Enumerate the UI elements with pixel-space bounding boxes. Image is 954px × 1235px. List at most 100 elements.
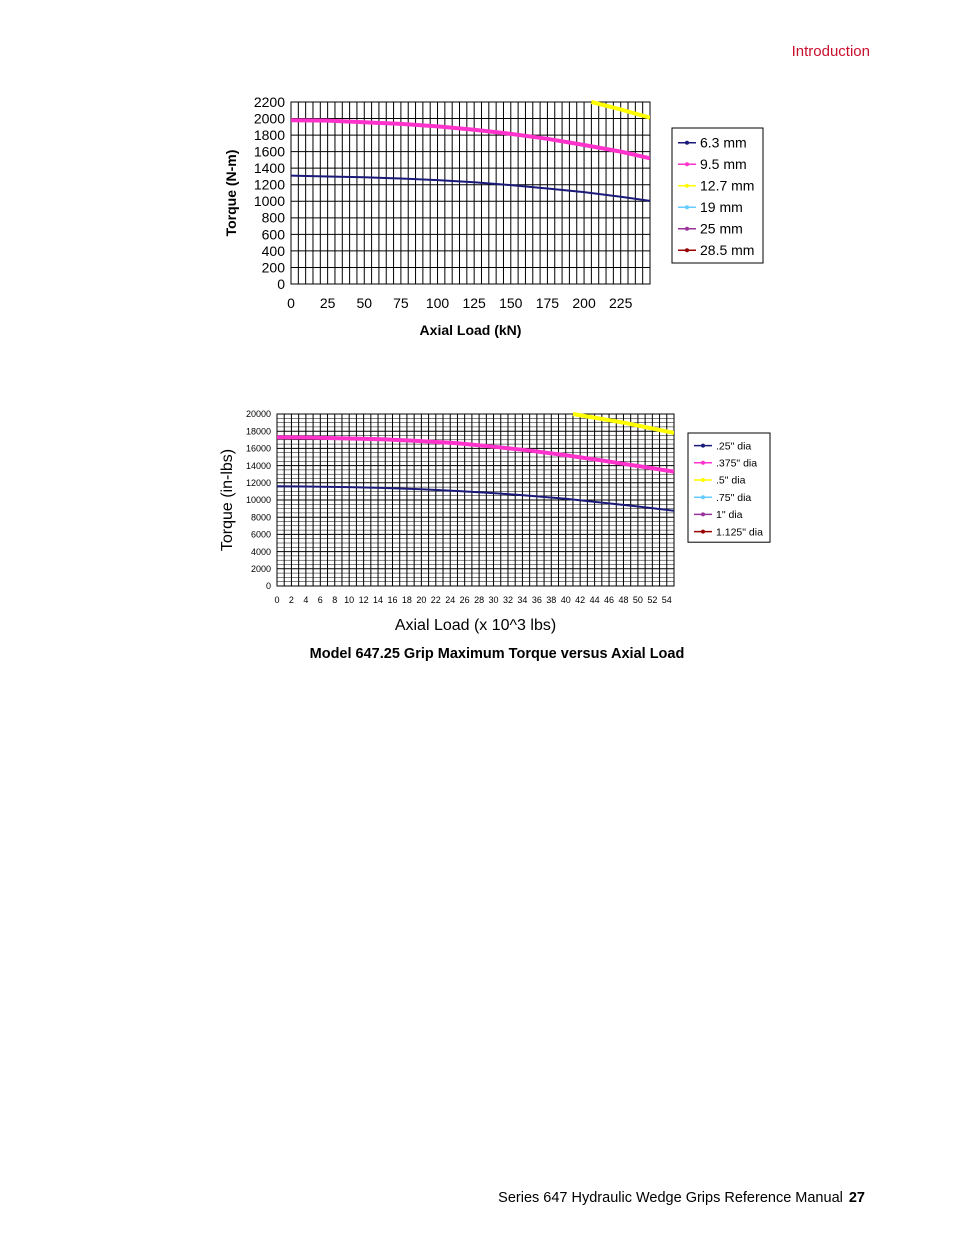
legend-label: 28.5 mm bbox=[700, 242, 754, 258]
x-tick-label: 175 bbox=[536, 295, 560, 311]
legend-marker bbox=[701, 478, 705, 482]
x-tick-label: 38 bbox=[546, 595, 556, 605]
y-tick-label: 600 bbox=[262, 226, 286, 242]
y-tick-label: 400 bbox=[262, 243, 286, 259]
legend-label: .75" dia bbox=[716, 492, 751, 504]
y-tick-label: 12000 bbox=[246, 478, 271, 488]
x-tick-label: 40 bbox=[561, 595, 571, 605]
legend-marker bbox=[685, 226, 689, 231]
legend: .25" dia .375" dia .5" dia .75" dia 1" dia 1.… bbox=[687, 432, 771, 543]
y-tick-label: 4000 bbox=[251, 547, 271, 557]
x-tick-label: 125 bbox=[462, 295, 486, 311]
x-tick-label: 0 bbox=[287, 295, 295, 311]
series-line bbox=[572, 412, 674, 435]
y-tick-label: 14000 bbox=[246, 461, 271, 471]
figure-caption: Model 647.25 Grip Maximum Torque versus … bbox=[309, 646, 685, 662]
x-tick-label: 32 bbox=[503, 595, 513, 605]
legend-label: 12.7 mm bbox=[700, 178, 754, 194]
x-tick-label: 8 bbox=[332, 595, 337, 605]
y-axis-title: Torque (N-m) bbox=[223, 150, 239, 237]
legend-marker bbox=[685, 248, 689, 253]
page-footer: Series 647 Hydraulic Wedge Grips Referen… bbox=[498, 1190, 865, 1206]
torque-chart-imperial: 0200040006000800010000120001400016000180… bbox=[219, 409, 771, 634]
series-line bbox=[590, 100, 650, 120]
legend-marker bbox=[701, 443, 705, 448]
x-tick-label: 12 bbox=[359, 595, 369, 605]
y-tick-label: 1800 bbox=[254, 127, 285, 143]
x-tick-label: 18 bbox=[402, 595, 412, 605]
x-tick-label: 34 bbox=[517, 595, 527, 605]
legend-marker bbox=[685, 183, 689, 188]
legend-label: 19 mm bbox=[700, 199, 743, 215]
x-axis-title: Axial Load (kN) bbox=[420, 322, 522, 338]
y-tick-label: 8000 bbox=[251, 512, 271, 522]
y-tick-label: 1600 bbox=[254, 144, 285, 160]
x-tick-label: 0 bbox=[274, 595, 279, 605]
y-tick-label: 2200 bbox=[254, 94, 285, 110]
y-tick-label: 20000 bbox=[246, 409, 271, 419]
x-tick-label: 22 bbox=[431, 595, 441, 605]
x-tick-label: 28 bbox=[474, 595, 484, 605]
x-tick-label: 42 bbox=[575, 595, 585, 605]
y-tick-label: 1200 bbox=[254, 177, 285, 193]
legend-marker bbox=[701, 529, 705, 534]
legend-box bbox=[687, 432, 771, 543]
legend-label: 25 mm bbox=[700, 221, 743, 237]
x-tick-label: 75 bbox=[393, 295, 409, 311]
x-tick-label: 50 bbox=[356, 295, 372, 311]
legend-label: 6.3 mm bbox=[700, 135, 747, 151]
series-line bbox=[277, 485, 674, 512]
legend-label: 1" dia bbox=[716, 509, 743, 521]
x-tick-label: 48 bbox=[618, 595, 628, 605]
legend-marker bbox=[701, 460, 705, 465]
y-tick-label: 2000 bbox=[251, 564, 271, 574]
legend-marker bbox=[685, 162, 689, 167]
x-tick-label: 4 bbox=[303, 595, 308, 605]
legend: 6.3 mm 9.5 mm 12.7 mm 19 mm 25 mm 28.5 mm bbox=[671, 127, 764, 264]
x-tick-label: 100 bbox=[426, 295, 450, 311]
x-tick-label: 10 bbox=[344, 595, 354, 605]
legend-marker bbox=[685, 205, 689, 210]
y-tick-label: 200 bbox=[262, 259, 286, 275]
y-tick-label: 1400 bbox=[254, 160, 285, 176]
x-tick-label: 225 bbox=[609, 295, 633, 311]
legend-label: 9.5 mm bbox=[700, 156, 747, 172]
y-tick-label: 0 bbox=[277, 276, 285, 292]
y-tick-label: 16000 bbox=[246, 444, 271, 454]
torque-chart-metric: 0200400600800100012001400160018002000220… bbox=[223, 94, 764, 338]
y-tick-label: 800 bbox=[262, 210, 286, 226]
x-tick-label: 30 bbox=[489, 595, 499, 605]
x-tick-label: 54 bbox=[662, 595, 672, 605]
y-tick-label: 18000 bbox=[246, 426, 271, 436]
x-tick-label: 24 bbox=[445, 595, 455, 605]
series-line bbox=[291, 118, 650, 161]
x-tick-label: 150 bbox=[499, 295, 523, 311]
y-tick-label: 10000 bbox=[246, 495, 271, 505]
legend-label: .375" dia bbox=[716, 457, 757, 469]
series-line bbox=[291, 174, 650, 202]
y-axis-title: Torque (in-lbs) bbox=[219, 449, 236, 551]
x-tick-label: 26 bbox=[460, 595, 470, 605]
x-tick-label: 50 bbox=[633, 595, 643, 605]
y-tick-label: 1000 bbox=[254, 193, 285, 209]
x-tick-label: 14 bbox=[373, 595, 383, 605]
x-tick-label: 46 bbox=[604, 595, 614, 605]
header-section-title: Introduction bbox=[791, 43, 870, 60]
x-tick-label: 16 bbox=[387, 595, 397, 605]
x-axis-title: Axial Load (x 10^3 lbs) bbox=[395, 617, 556, 634]
x-tick-label: 52 bbox=[647, 595, 657, 605]
footer-manual-title: Series 647 Hydraulic Wedge Grips Referen… bbox=[498, 1190, 843, 1206]
grid-lines bbox=[291, 102, 650, 284]
x-tick-label: 44 bbox=[590, 595, 600, 605]
legend-label: .5" dia bbox=[716, 475, 746, 487]
y-tick-label: 2000 bbox=[254, 110, 285, 126]
legend-label: .25" dia bbox=[716, 440, 751, 452]
legend-box bbox=[671, 127, 764, 264]
x-tick-label: 36 bbox=[532, 595, 542, 605]
legend-marker bbox=[685, 140, 689, 145]
x-tick-label: 200 bbox=[572, 295, 596, 311]
legend-marker bbox=[701, 495, 705, 500]
y-tick-label: 6000 bbox=[251, 530, 271, 540]
y-tick-label: 0 bbox=[266, 581, 271, 591]
series-line bbox=[277, 435, 674, 474]
